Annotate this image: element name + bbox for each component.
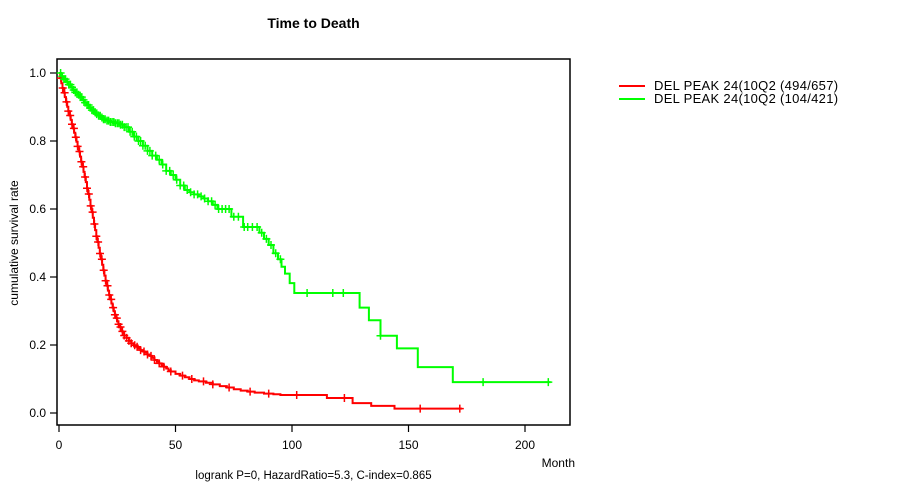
legend-label-red: DEL PEAK 24(10Q2 (494/657)	[654, 78, 839, 93]
x-tick-label: 0	[56, 438, 63, 452]
censor-marks-red	[56, 74, 464, 413]
x-tick-label: 100	[282, 438, 302, 452]
y-tick-label: 0.8	[29, 134, 46, 148]
x-tick-label: 50	[169, 438, 183, 452]
x-axis-label: Month	[541, 456, 575, 470]
legend-item-green: DEL PEAK 24(10Q2 (104/421)	[619, 91, 839, 106]
chart-title: Time to Death	[267, 15, 360, 31]
y-tick-label: 0.4	[29, 270, 46, 284]
x-tick-label: 150	[398, 438, 418, 452]
y-tick-label: 0.2	[29, 338, 46, 352]
legend-label-green: DEL PEAK 24(10Q2 (104/421)	[654, 91, 839, 106]
y-tick-label: 0.6	[29, 202, 46, 216]
x-tick-label: 200	[515, 438, 535, 452]
censor-marks-green	[56, 69, 553, 387]
plot-border	[56, 58, 571, 426]
survival-curve-green	[59, 72, 551, 384]
legend-item-red: DEL PEAK 24(10Q2 (494/657)	[619, 78, 839, 93]
y-tick-label: 0.0	[29, 406, 46, 420]
stats-caption: logrank P=0, HazardRatio=5.3, C-index=0.…	[195, 470, 432, 482]
red-line-swatch-icon	[619, 84, 645, 87]
y-tick-label: 1.0	[29, 66, 46, 80]
green-line-swatch-icon	[619, 97, 645, 100]
legend: DEL PEAK 24(10Q2 (494/657) DEL PEAK 24(1…	[619, 78, 839, 106]
